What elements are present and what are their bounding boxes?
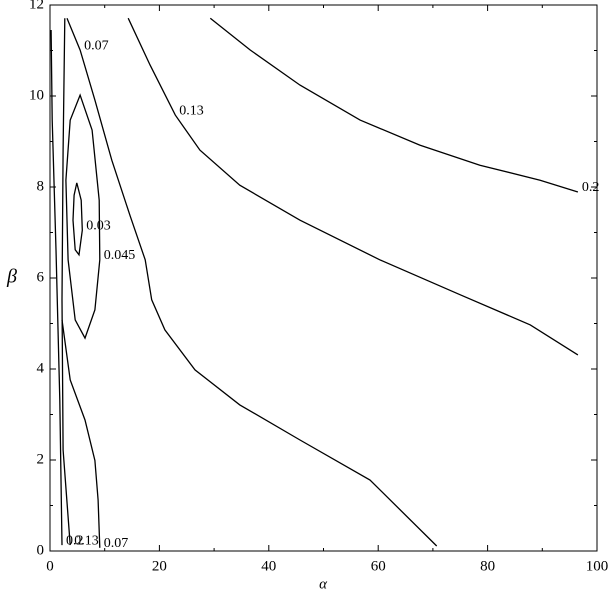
y-tick-label: 8 <box>37 178 45 194</box>
contour-line <box>50 29 63 546</box>
x-tick-label: 80 <box>480 558 495 574</box>
y-tick-label: 12 <box>29 0 44 12</box>
contour-line <box>72 182 83 257</box>
x-tick-label: 100 <box>586 558 608 574</box>
contour-line <box>65 93 101 340</box>
contour-line <box>127 17 579 356</box>
contour-line <box>61 319 101 548</box>
x-tick-label: 20 <box>152 558 167 574</box>
contour-label: 0.03 <box>86 218 111 233</box>
x-axis-label: α <box>319 576 328 592</box>
x-tick-label: 40 <box>261 558 276 574</box>
x-tick-label: 60 <box>371 558 386 574</box>
x-tick-label: 0 <box>46 558 54 574</box>
y-tick-label: 0 <box>37 542 45 558</box>
contour-line <box>209 17 579 193</box>
y-tick-label: 6 <box>37 269 45 285</box>
contour-label: 0.07 <box>104 536 129 551</box>
y-axis-label: β <box>6 266 17 288</box>
contour-label: 0.045 <box>104 248 136 263</box>
contour-label: 0.07 <box>84 38 109 53</box>
contour-label: 0.13 <box>179 103 204 118</box>
contour-label: 0.13 <box>74 533 99 548</box>
y-tick-label: 2 <box>37 451 45 467</box>
plot-frame <box>49 4 598 552</box>
contour-line <box>66 17 438 547</box>
y-tick-label: 10 <box>29 87 44 103</box>
y-tick-label: 4 <box>37 360 45 376</box>
contour-line <box>61 18 71 546</box>
contour-label: 0.2 <box>582 180 600 195</box>
